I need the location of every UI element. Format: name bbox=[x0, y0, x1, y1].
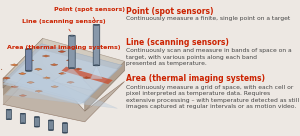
Polygon shape bbox=[27, 81, 34, 84]
Text: Area (thermal imaging systems): Area (thermal imaging systems) bbox=[7, 45, 120, 50]
FancyBboxPatch shape bbox=[26, 49, 32, 71]
Polygon shape bbox=[3, 38, 124, 102]
Ellipse shape bbox=[21, 123, 25, 124]
Polygon shape bbox=[85, 61, 124, 111]
Text: Continuously measure a grid of space, with each cell or
pixel interpreted as tem: Continuously measure a grid of space, wi… bbox=[126, 85, 299, 109]
Polygon shape bbox=[3, 64, 124, 122]
Polygon shape bbox=[11, 86, 18, 88]
Polygon shape bbox=[5, 71, 118, 108]
Polygon shape bbox=[3, 44, 122, 103]
Polygon shape bbox=[0, 68, 2, 70]
Polygon shape bbox=[3, 56, 43, 104]
Text: Point (spot sensors): Point (spot sensors) bbox=[126, 7, 213, 16]
Ellipse shape bbox=[69, 35, 74, 36]
Polygon shape bbox=[67, 81, 74, 83]
Polygon shape bbox=[11, 64, 18, 66]
Polygon shape bbox=[3, 49, 118, 104]
Polygon shape bbox=[19, 73, 26, 75]
Polygon shape bbox=[51, 86, 59, 88]
Ellipse shape bbox=[63, 123, 67, 124]
FancyBboxPatch shape bbox=[34, 117, 40, 127]
Polygon shape bbox=[66, 59, 74, 61]
FancyBboxPatch shape bbox=[6, 109, 11, 120]
Polygon shape bbox=[91, 65, 102, 79]
Polygon shape bbox=[61, 67, 113, 84]
Ellipse shape bbox=[26, 70, 31, 71]
Ellipse shape bbox=[49, 120, 53, 121]
Ellipse shape bbox=[94, 65, 99, 66]
Text: Area (thermal imaging systems): Area (thermal imaging systems) bbox=[126, 74, 265, 83]
FancyBboxPatch shape bbox=[62, 123, 68, 133]
Text: Line (scanning sensors): Line (scanning sensors) bbox=[22, 19, 106, 31]
Polygon shape bbox=[83, 77, 90, 79]
Ellipse shape bbox=[7, 109, 11, 110]
Polygon shape bbox=[34, 68, 42, 70]
Polygon shape bbox=[43, 77, 50, 79]
Text: Continuously measure a finite, single point on a target: Continuously measure a finite, single po… bbox=[126, 16, 290, 21]
Ellipse shape bbox=[94, 24, 99, 25]
Polygon shape bbox=[50, 64, 58, 66]
Ellipse shape bbox=[7, 119, 11, 120]
Text: Line (scanning sensors): Line (scanning sensors) bbox=[126, 38, 229, 47]
Polygon shape bbox=[19, 95, 27, 97]
FancyBboxPatch shape bbox=[93, 24, 100, 66]
Ellipse shape bbox=[26, 49, 31, 50]
Polygon shape bbox=[3, 38, 43, 88]
Polygon shape bbox=[58, 50, 66, 53]
Polygon shape bbox=[26, 59, 34, 61]
Ellipse shape bbox=[35, 117, 39, 118]
Ellipse shape bbox=[21, 113, 25, 114]
Polygon shape bbox=[3, 77, 10, 79]
Polygon shape bbox=[42, 55, 50, 57]
FancyBboxPatch shape bbox=[20, 113, 26, 124]
Text: Continuously scan and measure in bands of space on a
target, with various points: Continuously scan and measure in bands o… bbox=[126, 48, 291, 66]
FancyBboxPatch shape bbox=[48, 120, 53, 130]
Polygon shape bbox=[3, 48, 43, 96]
Ellipse shape bbox=[63, 132, 67, 133]
Polygon shape bbox=[58, 72, 66, 75]
Ellipse shape bbox=[35, 126, 39, 127]
Ellipse shape bbox=[69, 67, 74, 69]
Text: Point (spot sensors): Point (spot sensors) bbox=[54, 7, 125, 21]
Polygon shape bbox=[74, 68, 82, 70]
FancyBboxPatch shape bbox=[69, 35, 75, 68]
Polygon shape bbox=[35, 90, 43, 92]
Polygon shape bbox=[52, 68, 94, 91]
